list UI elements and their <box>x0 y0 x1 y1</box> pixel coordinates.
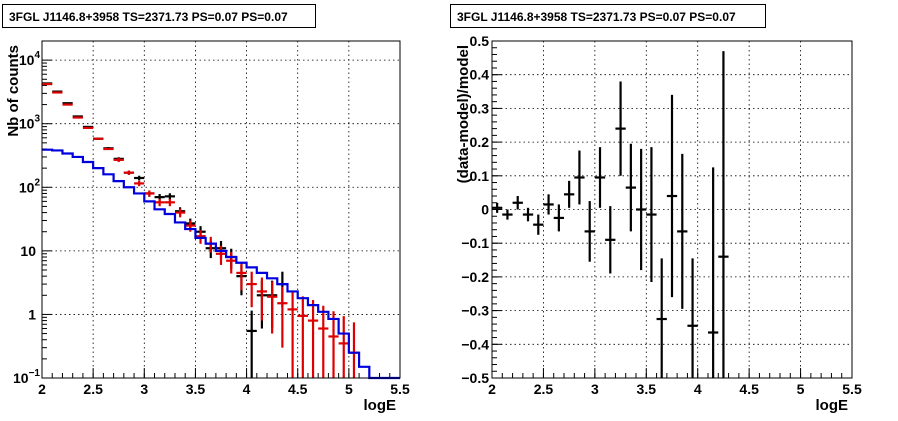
panel0-y-tick-label: 103 <box>19 114 41 132</box>
panel0-y-tick-label: 10 <box>20 243 36 259</box>
panel1-series0-point <box>564 180 575 208</box>
panel1-y-tick-label: −0.3 <box>461 303 489 319</box>
panel1-series0-point <box>492 202 503 213</box>
panel0-series1-point <box>277 287 288 348</box>
right-panel-title: 3FGL J1146.8+3958 TS=2371.73 PS=0.07 PS=… <box>450 4 766 28</box>
panel1-y-tick-label: −0.2 <box>461 269 489 285</box>
panel0-series0-point <box>246 310 257 378</box>
panel1-series0-point <box>625 143 636 232</box>
panel0-series1-point <box>297 296 308 378</box>
panel1-series0-point <box>615 81 626 176</box>
panel1-series0-point <box>677 153 688 309</box>
panel0-x-tick-label: 5 <box>345 381 353 397</box>
panel1-y-axis-label: (data-model)/model <box>455 45 472 183</box>
panel1-series0-point <box>502 209 513 220</box>
panel1-x-tick-label: 3 <box>591 381 599 397</box>
panel0-y-tick-label: 104 <box>19 50 41 68</box>
panel0-series1-point <box>164 198 175 207</box>
panel0-y-tick-label: 10−1 <box>13 368 40 386</box>
panel1-series0-point <box>574 150 585 205</box>
panel1-series0-point <box>594 147 606 208</box>
panel0-series1-point <box>236 262 247 291</box>
panel0-series1-point <box>154 198 165 207</box>
panel0-frame <box>41 40 401 379</box>
panel0-x-tick-label: 3.5 <box>186 381 206 397</box>
panel0-series1-point <box>174 208 186 218</box>
panel0-series1-point <box>256 277 268 321</box>
panel0-y-tick-label: 1 <box>28 306 36 322</box>
panel1-y-tick-label: 0.2 <box>470 134 490 150</box>
panel0-series1-point <box>123 170 135 175</box>
panel1-x-axis-label: logE <box>816 397 849 414</box>
panel1-series0-point <box>584 201 595 262</box>
panel1-x-tick-label: 2.5 <box>534 381 554 397</box>
panel0-x-tick-label: 4.5 <box>288 381 308 397</box>
panel0-series1-point <box>328 311 339 378</box>
panel1-y-tick-label: 0 <box>481 202 489 218</box>
panel1-series0-point <box>553 204 564 232</box>
panel0-series1-point <box>267 281 278 334</box>
panel1-y-tick-label: 0.1 <box>470 168 490 184</box>
panel1-series0-point <box>605 206 616 274</box>
panel1-x-tick-label: 5.5 <box>842 381 862 397</box>
panel0-series0-point <box>164 193 175 200</box>
panel1-frame <box>491 40 853 379</box>
panel1-series0-point <box>687 258 698 378</box>
panel0-plot-area <box>42 41 400 378</box>
panel1-series0-point <box>666 94 678 298</box>
panel0-x-tick-label: 4 <box>243 381 251 397</box>
panel0-x-tick-label: 5.5 <box>390 381 410 397</box>
panel0-series1-point <box>246 271 257 308</box>
panel0-series1-point <box>307 299 319 378</box>
panel0-series0-point <box>134 175 145 181</box>
panel1-x-tick-label: 4 <box>694 381 702 397</box>
panel0-y-tick-label: 102 <box>19 177 41 195</box>
panel0-series1-point <box>338 316 349 378</box>
panel1-y-tick-label: 0.3 <box>470 100 490 116</box>
panel0-series1-point <box>287 291 298 378</box>
panel1-x-tick-label: 4.5 <box>739 381 759 397</box>
panel0-series1-point <box>113 157 124 162</box>
panel0-x-tick-label: 2.5 <box>83 381 103 397</box>
panel0-y-axis-label: Nb of counts <box>5 45 22 137</box>
panel1-series0-point <box>646 147 657 282</box>
panel1-y-tick-label: 0.4 <box>470 67 490 83</box>
panel0-series1-point <box>226 251 237 274</box>
panel0-series1-point <box>134 180 145 187</box>
panel1-series0-point <box>543 194 554 215</box>
panel0-series1-point <box>215 245 227 265</box>
panel1-series0-point <box>512 196 523 210</box>
panel1-x-tick-label: 3.5 <box>637 381 657 397</box>
panel1-series0-point <box>636 148 647 271</box>
panel1-y-tick-label: −0.5 <box>461 370 489 386</box>
panel1-y-tick-label: −0.4 <box>461 336 489 352</box>
panel1-series0-point <box>522 207 534 222</box>
panel0-x-axis-label: logE <box>364 397 397 414</box>
panel1-y-tick-label: −0.1 <box>461 235 489 251</box>
panel0-x-tick-label: 2 <box>38 381 46 397</box>
left-panel-title: 3FGL J1146.8+3958 TS=2371.73 PS=0.07 PS=… <box>2 4 316 28</box>
panel1-y-tick-label: 0.5 <box>470 33 490 49</box>
panel0-series1-point <box>318 305 329 378</box>
panel0-model-step-line <box>42 148 400 380</box>
panel1-series0-point <box>708 167 719 378</box>
panel1-series0-point <box>656 258 667 378</box>
panel0-x-tick-label: 3 <box>140 381 148 397</box>
panel0-series1-point <box>144 190 155 197</box>
panel1-x-tick-label: 2 <box>488 381 496 397</box>
panel1-series0-point <box>718 51 729 378</box>
panel1-x-tick-label: 5 <box>797 381 805 397</box>
panel1-series0-point <box>533 214 544 235</box>
